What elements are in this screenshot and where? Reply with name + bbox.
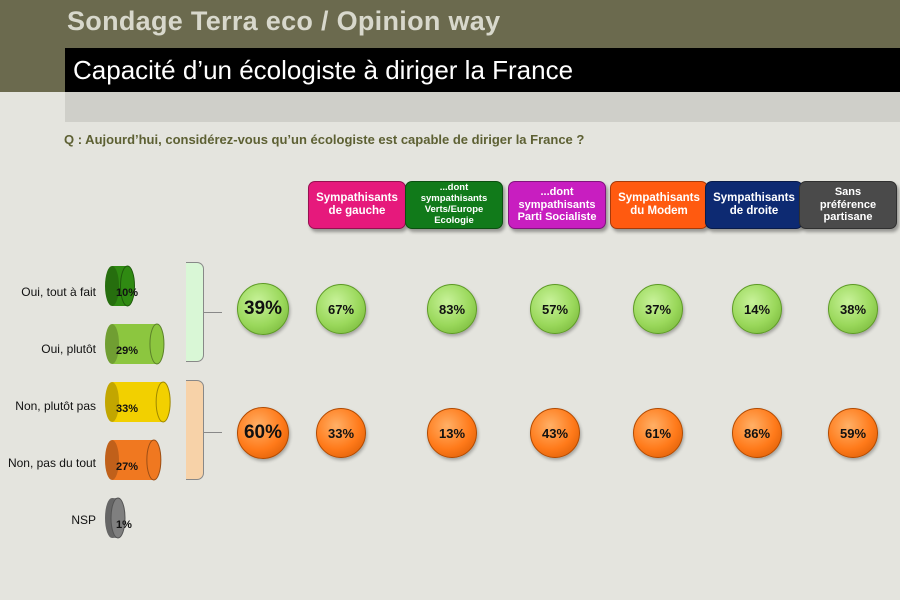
row-label-tout-a-fait: Oui, tout à fait — [21, 285, 96, 299]
bar-cap-right — [110, 497, 126, 539]
bar-cap-left — [105, 440, 119, 480]
question-text: Q : Aujourd’hui, considérez-vous qu’un é… — [64, 132, 585, 147]
column-header-line: préférence — [819, 198, 877, 211]
column-header-line: Sympathisants — [618, 191, 700, 204]
bar-5: 1% — [105, 497, 132, 539]
column-header-line: ...dont — [540, 186, 574, 199]
circle-oui-col-4: 37% — [633, 284, 683, 334]
circle-oui-col-5: 14% — [732, 284, 782, 334]
column-header-5: Sympathisants de droite — [705, 181, 803, 229]
circle-oui-col-2: 83% — [427, 284, 477, 334]
header-shade — [65, 92, 900, 122]
bar-cap-left — [105, 382, 119, 422]
circle-non-col-4: 61% — [633, 408, 683, 458]
bar-cap-right — [149, 323, 165, 365]
circle-non-col-1: 33% — [316, 408, 366, 458]
row-label-plutot-pas: Non, plutôt pas — [15, 399, 96, 413]
column-header-line: partisane — [823, 211, 873, 224]
yes-bracket — [186, 262, 204, 362]
circle-non-col-5: 86% — [732, 408, 782, 458]
column-header-line: Sympathisants — [713, 191, 795, 204]
column-header-line: de gauche — [328, 205, 386, 217]
circle-non-col-6: 59% — [828, 408, 878, 458]
no-bracket-tip — [204, 432, 222, 433]
row-label-plutot: Oui, plutôt — [41, 342, 96, 356]
column-header-6: Sans préférence partisane — [799, 181, 897, 229]
column-header-line: Sympathisants — [316, 191, 398, 204]
column-header-line: Verts/Europe — [424, 204, 484, 215]
column-header-4: Sympathisants du Modem — [610, 181, 708, 229]
column-header-3: ...dont sympathisants Parti Socialiste — [508, 181, 606, 229]
brand-title: Sondage Terra eco / Opinion way — [67, 6, 501, 36]
bar-cap-right — [155, 381, 171, 423]
total-oui-circle: 39% — [237, 283, 289, 335]
bar-2: 29% — [105, 323, 165, 365]
bar-body — [112, 382, 164, 422]
column-header-line: ...dont — [439, 182, 469, 194]
row-label-pas-du-tout: Non, pas du tout — [7, 456, 96, 470]
bar-value-label: 29% — [116, 345, 138, 357]
circle-oui-col-3: 57% — [530, 284, 580, 334]
total-non-circle: 60% — [237, 407, 289, 459]
row-label-nsp: NSP — [71, 513, 96, 527]
bar-value-label: 1% — [116, 519, 132, 531]
column-header-line: sympathisants — [420, 193, 488, 205]
circle-oui-col-1: 67% — [316, 284, 366, 334]
distribution-bars: 10% 29% 33% 27% 1% — [105, 265, 171, 539]
bar-cap-left — [105, 266, 119, 306]
bar-1: 10% — [105, 265, 138, 307]
no-bracket — [186, 380, 204, 480]
page-title: Capacité d’un écologiste à diriger la Fr… — [73, 55, 574, 85]
bar-value-label: 10% — [116, 287, 138, 299]
bar-cap-right — [120, 265, 135, 307]
column-header-line: du Modem — [630, 205, 688, 217]
column-header-line: Sans — [834, 186, 862, 199]
column-header-1: Sympathisants de gauche — [308, 181, 406, 229]
column-header-2: ...dont sympathisants Verts/Europe Ecologie — [405, 181, 503, 229]
title-bar — [65, 48, 900, 92]
circle-non-col-2: 13% — [427, 408, 477, 458]
column-header-line: Ecologie — [434, 214, 474, 226]
bar-value-label: 33% — [116, 403, 138, 415]
yes-bracket-tip — [204, 312, 222, 313]
circle-non-col-3: 43% — [530, 408, 580, 458]
bar-3: 33% — [105, 381, 171, 423]
column-header-line: Parti Socialiste — [517, 211, 597, 224]
circle-oui-col-6: 38% — [828, 284, 878, 334]
bar-cap-right — [146, 439, 162, 481]
bar-4: 27% — [105, 439, 162, 481]
column-header-line: sympathisants — [518, 198, 596, 211]
bar-value-label: 27% — [116, 461, 138, 473]
column-header-line: de droite — [729, 205, 779, 217]
bar-cap-left — [105, 324, 119, 364]
